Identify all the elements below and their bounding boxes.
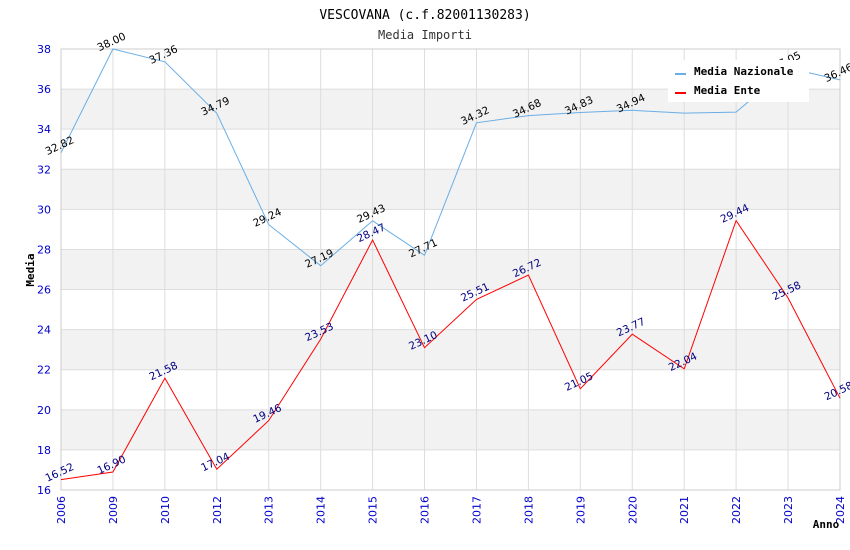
x-tick-2010: 2010 <box>159 496 172 524</box>
x-tick-2019: 2019 <box>574 496 587 524</box>
y-tick-26: 26 <box>37 284 51 297</box>
legend-label-nazionale: Media Nazionale <box>694 65 794 78</box>
band-18 <box>61 409 840 450</box>
background-bands <box>61 89 840 450</box>
x-tick-2018: 2018 <box>522 496 535 524</box>
legend-box <box>668 60 809 102</box>
axes <box>60 48 841 491</box>
data-label-nazionale-2010: 37.36 <box>147 43 180 67</box>
legend-label-ente: Media Ente <box>694 84 761 97</box>
y-tick-22: 22 <box>37 364 51 377</box>
data-label-nazionale-2024: 36.46 <box>823 61 850 85</box>
x-tick-2024: 2024 <box>834 496 847 524</box>
x-tick-2015: 2015 <box>367 496 380 524</box>
y-tick-24: 24 <box>37 324 51 337</box>
y-axis-label: Media <box>24 253 37 286</box>
x-tick-2006: 2006 <box>55 496 68 524</box>
data-label-ente-2019: 21.05 <box>563 370 595 394</box>
x-tick-2014: 2014 <box>315 496 328 524</box>
band-26 <box>61 249 840 290</box>
x-tick-2020: 2020 <box>626 496 639 524</box>
y-tick-38: 38 <box>37 43 51 56</box>
x-tick-2023: 2023 <box>782 496 795 524</box>
x-axis-label: Anno <box>813 518 840 531</box>
legend: Media Nazionale Media Ente <box>668 60 809 102</box>
y-tick-labels: 16 18 20 22 24 26 28 30 32 34 36 38 <box>37 43 51 497</box>
x-tick-2013: 2013 <box>263 496 276 524</box>
plot-border <box>60 48 841 491</box>
data-label-ente-2024: 20.58 <box>823 380 850 404</box>
data-label-nazionale-2006: 32.82 <box>44 134 76 158</box>
x-tick-2022: 2022 <box>730 496 743 524</box>
x-tick-labels: 2006 2009 2010 2012 2013 2014 2015 2016 2017 2018… <box>55 496 847 524</box>
x-tick-2017: 2017 <box>470 496 483 524</box>
data-label-ente-2006: 16.52 <box>44 461 76 485</box>
x-tick-2016: 2016 <box>419 496 432 524</box>
chart-title: VESCOVANA (c.f.82001130283) <box>319 8 530 23</box>
series-lines <box>60 48 841 481</box>
data-label-ente-2009: 16.90 <box>96 453 128 477</box>
y-tick-16: 16 <box>37 484 51 497</box>
y-tick-18: 18 <box>37 444 51 457</box>
band-22 <box>61 329 840 370</box>
series-line-ente <box>60 219 841 481</box>
y-tick-30: 30 <box>37 203 51 216</box>
x-tick-2012: 2012 <box>211 496 224 524</box>
x-tick-2009: 2009 <box>107 496 120 524</box>
data-label-ente-2012: 17.04 <box>199 451 232 475</box>
y-tick-28: 28 <box>37 243 51 256</box>
y-tick-20: 20 <box>37 404 51 417</box>
x-tick-2021: 2021 <box>678 496 691 524</box>
series-line-nazionale <box>60 48 841 267</box>
y-tick-32: 32 <box>37 163 51 176</box>
chart-subtitle: Media Importi <box>378 28 472 42</box>
y-tick-36: 36 <box>37 83 51 96</box>
y-tick-34: 34 <box>37 123 51 136</box>
